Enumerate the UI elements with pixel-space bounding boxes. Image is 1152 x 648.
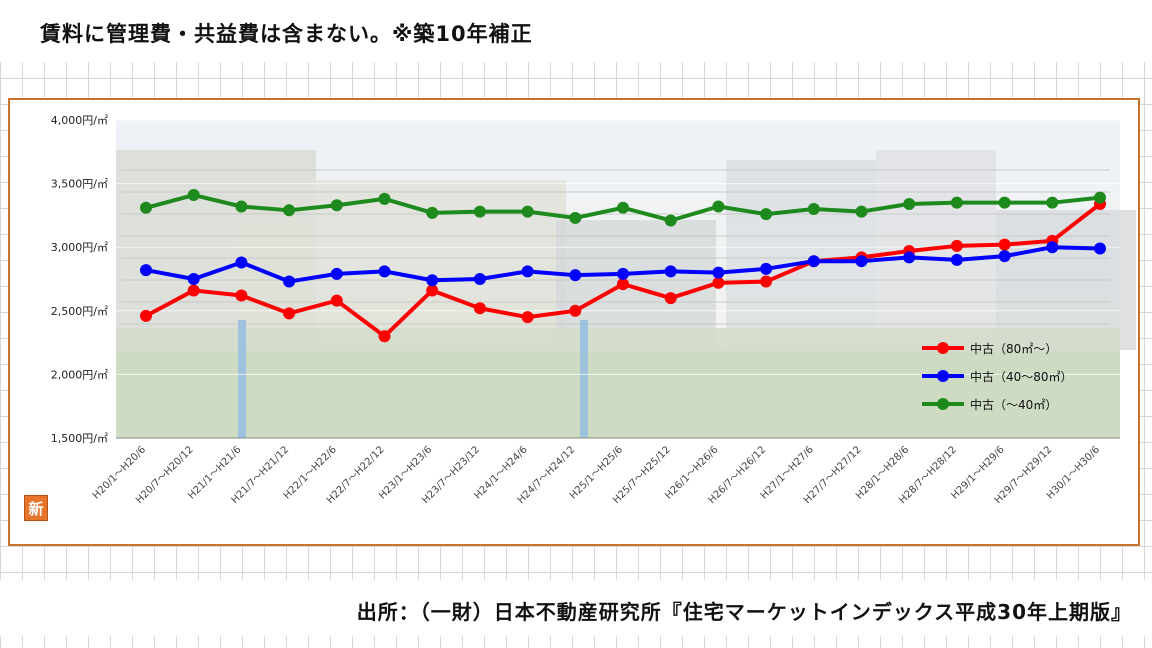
header-band xyxy=(0,0,1152,62)
data-point xyxy=(426,274,439,287)
data-point xyxy=(950,239,963,252)
data-point xyxy=(1094,242,1106,255)
pole xyxy=(580,320,588,438)
data-point xyxy=(712,276,725,289)
legend: 中古（80㎡～） 中古（40～80㎡） 中古（～40㎡） xyxy=(922,341,1073,412)
legend-label: 中古（40～80㎡） xyxy=(970,369,1073,384)
source-citation: 出所：（一財）日本不動産研究所『住宅マーケットインデックス平成30年上期版』 xyxy=(356,600,1132,624)
y-tick-label: 2,000円/㎡ xyxy=(51,368,108,381)
y-tick-label: 4,000円/㎡ xyxy=(51,114,108,127)
grass-field xyxy=(116,350,1120,438)
data-point xyxy=(426,284,439,297)
data-point xyxy=(378,265,391,278)
new-badge-icon: 新 xyxy=(24,495,48,521)
data-point xyxy=(998,238,1011,251)
data-point xyxy=(903,197,916,210)
data-point xyxy=(664,265,677,278)
data-point xyxy=(664,214,677,227)
legend-swatch-marker xyxy=(937,398,949,410)
data-point xyxy=(140,201,152,214)
data-point xyxy=(283,307,296,320)
data-point xyxy=(140,264,152,277)
data-point xyxy=(521,265,534,278)
data-point xyxy=(330,294,343,307)
data-point xyxy=(569,269,582,282)
series-lines xyxy=(140,189,1106,343)
y-tick-label: 3,500円/㎡ xyxy=(51,178,108,191)
y-tick-label: 3,000円/㎡ xyxy=(51,241,108,254)
data-point xyxy=(617,201,629,214)
data-point xyxy=(235,289,248,302)
rent-note-heading: 賃料に管理費・共益費は含まない。※築10年補正 xyxy=(40,22,533,46)
legend-swatch-marker xyxy=(937,370,949,382)
data-point xyxy=(569,304,582,317)
legend-label: 中古（80㎡～） xyxy=(970,341,1057,356)
line-chart: 4,000円/㎡ 3,500円/㎡ 3,000円/㎡ 2,500円/㎡ 2,000円/㎡… xyxy=(51,114,1136,506)
y-axis: 4,000円/㎡ 3,500円/㎡ 3,000円/㎡ 2,500円/㎡ 2,000円/㎡… xyxy=(51,114,108,445)
data-point xyxy=(283,204,296,217)
pole xyxy=(238,320,246,438)
data-point xyxy=(187,284,200,297)
data-point xyxy=(855,255,868,268)
data-point xyxy=(235,256,248,269)
y-tick-label: 1,500円/㎡ xyxy=(51,432,108,445)
data-point xyxy=(330,199,343,212)
y-tick-label: 2,500円/㎡ xyxy=(51,305,108,318)
legend-label: 中古（～40㎡） xyxy=(970,397,1057,412)
data-point xyxy=(378,330,391,343)
x-axis: H20/1～H20/6H20/7～H20/12H21/1～H21/6H21/7～… xyxy=(91,444,1102,506)
data-point xyxy=(378,192,391,205)
data-point xyxy=(617,278,629,291)
data-point xyxy=(426,206,439,219)
data-point xyxy=(950,196,963,209)
legend-swatch-marker xyxy=(937,342,949,354)
data-point xyxy=(283,275,296,288)
data-point xyxy=(1046,196,1059,209)
data-point xyxy=(1094,191,1106,204)
data-point xyxy=(760,275,773,288)
data-point xyxy=(569,211,582,224)
data-point xyxy=(521,311,534,324)
data-point xyxy=(521,205,534,218)
chart-frame: 4,000円/㎡ 3,500円/㎡ 3,000円/㎡ 2,500円/㎡ 2,000円/㎡… xyxy=(8,98,1140,546)
data-point xyxy=(1046,241,1059,254)
data-point xyxy=(950,253,963,266)
data-point xyxy=(998,196,1011,209)
data-point xyxy=(187,273,200,285)
data-point xyxy=(473,205,486,218)
data-point xyxy=(903,251,916,264)
data-point xyxy=(855,205,868,218)
data-point xyxy=(664,292,677,305)
data-point xyxy=(807,255,820,268)
data-point xyxy=(330,267,343,280)
footer-band xyxy=(0,580,1152,636)
data-point xyxy=(617,267,629,280)
data-point xyxy=(473,273,486,285)
data-point xyxy=(140,309,152,322)
data-point xyxy=(235,200,248,213)
data-point xyxy=(760,208,773,221)
data-point xyxy=(712,200,725,213)
data-point xyxy=(807,203,820,216)
data-point xyxy=(760,262,773,275)
photo-background xyxy=(116,120,1136,438)
building-shape xyxy=(726,160,876,350)
data-point xyxy=(473,302,486,315)
data-point xyxy=(187,189,200,202)
data-point xyxy=(998,250,1011,263)
data-point xyxy=(712,266,725,279)
